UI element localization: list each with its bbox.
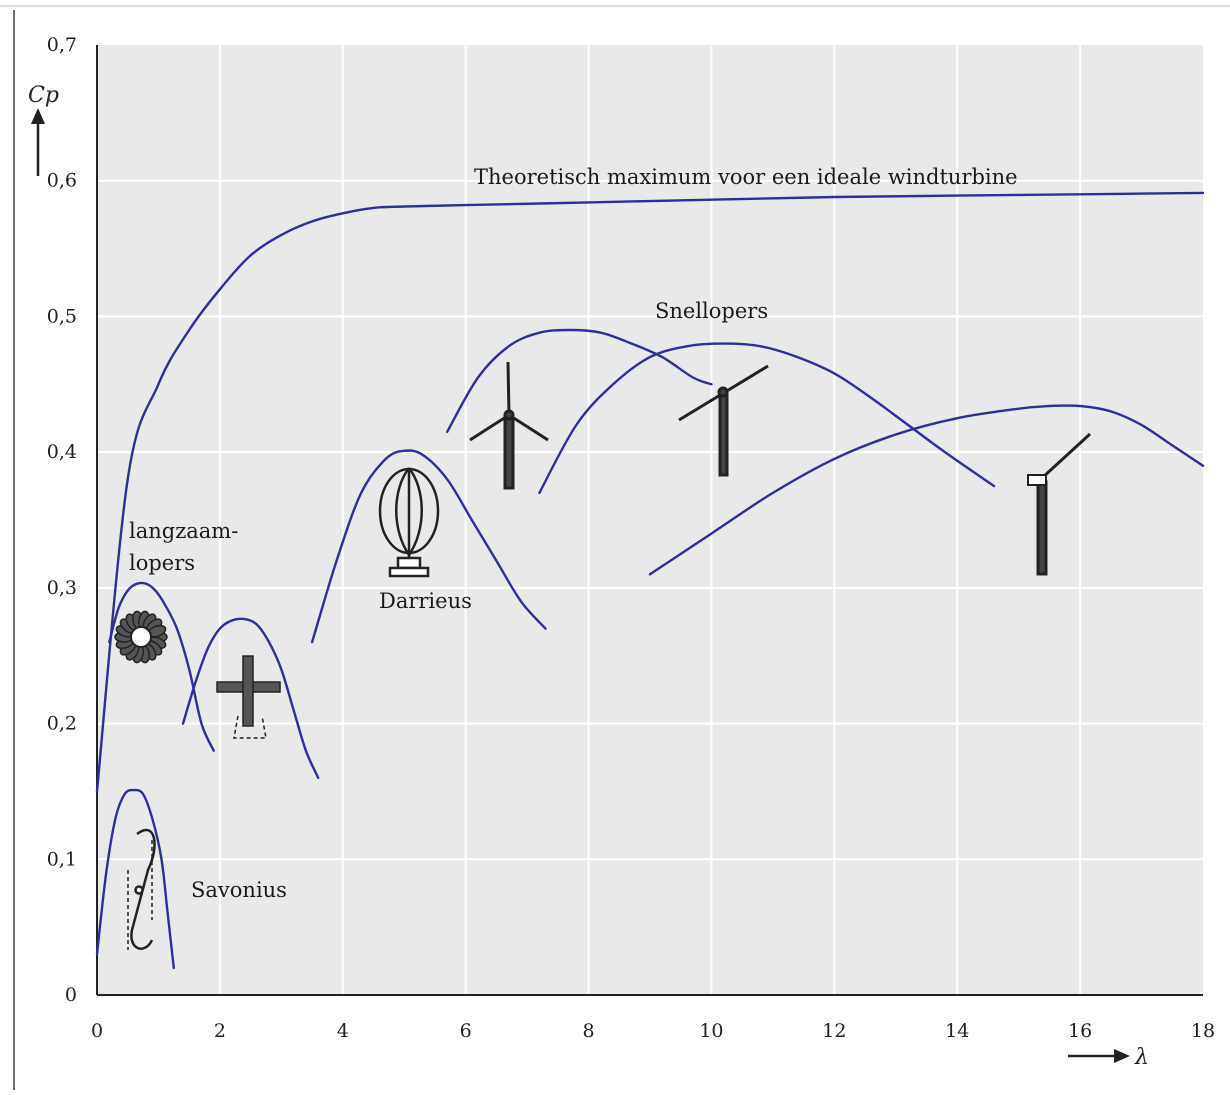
curves bbox=[95, 191, 1205, 970]
tick-labels: 0 2 4 6 8 10 12 14 16 18 0 0,1 0,2 0,3 0,4 0,5 0,6 0,7 bbox=[47, 34, 1215, 1042]
x-tick-label: 6 bbox=[460, 1020, 472, 1042]
y-tick-label: 0,1 bbox=[47, 848, 77, 870]
x-tick-label: 14 bbox=[945, 1020, 969, 1042]
y-axis-arrow-icon bbox=[31, 108, 45, 176]
y-tick-label: 0,5 bbox=[47, 305, 77, 327]
x-tick-label: 10 bbox=[699, 1020, 723, 1042]
curve-ideal bbox=[95, 191, 1205, 793]
langzaamlopers-label-line1: langzaam- bbox=[129, 519, 238, 543]
x-tick-label: 2 bbox=[214, 1020, 226, 1042]
y-tick-label: 0,2 bbox=[47, 713, 77, 735]
x-axis-arrow-icon bbox=[1068, 1049, 1130, 1063]
y-tick-label: 0,6 bbox=[47, 170, 77, 192]
axes bbox=[96, 45, 1203, 996]
cross-rotor-icon bbox=[216, 655, 281, 739]
y-tick-label: 0,4 bbox=[47, 441, 77, 463]
x-tick-label: 0 bbox=[91, 1020, 103, 1042]
curve-cross-rotor bbox=[181, 617, 320, 780]
x-tick-label: 16 bbox=[1068, 1020, 1092, 1042]
x-tick-label: 18 bbox=[1191, 1020, 1215, 1042]
savonius-rotor-icon bbox=[127, 828, 156, 950]
y-axis-label: Cp bbox=[28, 83, 59, 108]
curve-two-blade bbox=[538, 342, 996, 495]
curve-multiblade bbox=[108, 581, 215, 752]
y-tick-label: 0,7 bbox=[47, 34, 77, 56]
x-tick-label: 8 bbox=[583, 1020, 595, 1042]
ideal-max-label: Theoretisch maximum voor een ideale wind… bbox=[474, 165, 1018, 189]
three-blade-turbine-icon bbox=[469, 361, 549, 490]
one-blade-turbine-icon bbox=[1027, 432, 1092, 576]
y-tick-label: 0,3 bbox=[47, 577, 77, 599]
plot-background bbox=[97, 45, 1203, 995]
savonius-label: Savonius bbox=[191, 878, 287, 902]
curve-darrieus bbox=[310, 449, 547, 644]
snellopers-label: Snellopers bbox=[655, 299, 768, 323]
darrieus-label: Darrieus bbox=[379, 589, 472, 613]
curve-savonius bbox=[95, 788, 175, 970]
y-tick-label: 0 bbox=[65, 984, 77, 1006]
langzaamlopers-label-line2: lopers bbox=[129, 551, 195, 575]
darrieus-rotor-icon bbox=[378, 467, 440, 578]
curve-one-blade bbox=[648, 404, 1205, 576]
x-tick-label: 12 bbox=[822, 1020, 846, 1042]
x-axis-label: λ bbox=[1134, 1045, 1149, 1070]
two-blade-turbine-icon bbox=[678, 364, 769, 477]
multiblade-rotor-icon bbox=[114, 610, 168, 664]
x-tick-label: 4 bbox=[337, 1020, 349, 1042]
curve-three-blade bbox=[446, 328, 713, 433]
